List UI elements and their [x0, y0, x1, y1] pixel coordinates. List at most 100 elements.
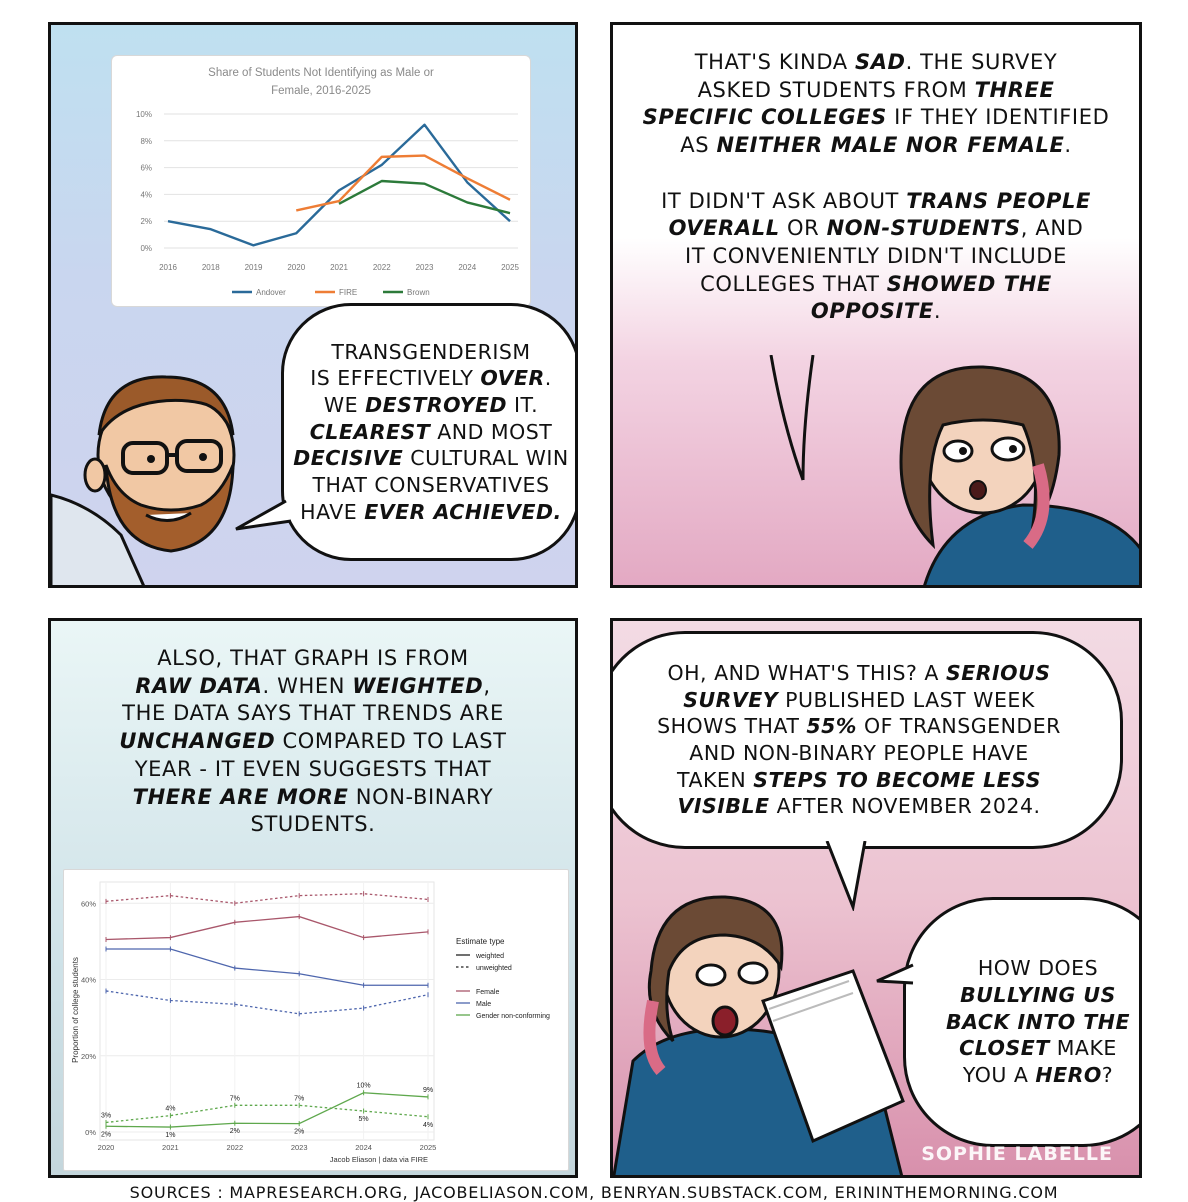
chart-1-legend-label: Brown [407, 288, 430, 297]
caption-panel-2: THAT'S KINDA SAD. THE SURVEY ASKED STUDEN… [613, 49, 1139, 326]
speech-bubble-woman-1: OH, AND WHAT'S THIS? A SERIOUS SURVEY PUB… [613, 631, 1123, 849]
chart-2-y-label: Proportion of college students [71, 957, 80, 1063]
chart-2-series-male-unweighted [105, 990, 429, 1015]
chart-2-y-tick: 60% [81, 899, 96, 908]
bubble-4b-line-1: BULLYING US [960, 982, 1116, 1009]
caption-2-line-9: OPPOSITE. [613, 298, 1139, 326]
chart-1-series-fire [295, 154, 511, 212]
caption-3-segment: , [483, 673, 491, 698]
chart-1-series-andover [167, 123, 511, 247]
bearded-man-illustration [51, 375, 236, 585]
bubble-1-segment: OVER [480, 366, 545, 391]
bubble-4b-segment: CLOSET [959, 1036, 1050, 1061]
chart-2-data-label: 4% [423, 1122, 433, 1129]
chart-2-data-label: 2% [294, 1129, 304, 1136]
chart-1-y-tick: 10% [136, 110, 152, 119]
chart-2-legend-label: unweighted [476, 965, 512, 972]
bubble-4a-segment: 55% [806, 714, 857, 739]
bubble-1-segment: DECISIVE [293, 446, 404, 471]
chart-1-legend-label: FIRE [339, 288, 357, 297]
bubble-1-tail [235, 499, 292, 531]
caption-3-line-0: ALSO, THAT GRAPH IS FROM [51, 645, 575, 673]
chart-2-series-gender-non-conforming-weighted [105, 1092, 429, 1128]
bubble-4a-line-5: VISIBLE AFTER NOVEMBER 2024. [677, 793, 1040, 820]
bubble-1-segment: EVER ACHIEVED. [364, 499, 562, 524]
caption-3-segment: COMPARED TO LAST [275, 729, 507, 754]
woman-illustration-2 [613, 895, 905, 1175]
bubble-4a-segment: AFTER NOVEMBER 2024. [769, 794, 1041, 819]
bubble-4a-tail [825, 841, 867, 911]
bubble-1-segment: CULTURAL WIN [403, 446, 569, 471]
chart-2-x-tick: 2021 [162, 1143, 179, 1152]
chart-2-y-tick: 40% [81, 976, 96, 985]
sources-line: SOURCES : MAPRESEARCH.ORG, JACOBELIASON.… [129, 1183, 1059, 1202]
chart-2-legend-label: Gender non-conforming [476, 1013, 550, 1020]
chart-2-legend-label: Female [476, 989, 499, 996]
caption-3-line-3: UNCHANGED COMPARED TO LAST [51, 728, 575, 756]
bubble-1-segment: HAVE [300, 499, 365, 524]
bubble-4b-line-4: YOU A HERO? [963, 1062, 1113, 1089]
bubble-4a-line-4: TAKEN STEPS TO BECOME LESS [677, 767, 1041, 794]
caption-2-segment: OVERALL [668, 216, 780, 241]
caption-2-segment: SHOWED THE [886, 271, 1052, 296]
chart-1-x-tick: 2020 [287, 263, 305, 272]
caption-2-line-4 [613, 160, 1139, 188]
chart-1-x-tick: 2023 [416, 263, 434, 272]
caption-3-line-4: YEAR - IT EVEN SUGGESTS THAT [51, 756, 575, 784]
bubble-4a-segment: PUBLISHED LAST WEEK [778, 687, 1035, 712]
chart-1-title-line2: Female, 2016-2025 [271, 85, 371, 97]
panel-2: THAT'S KINDA SAD. THE SURVEY ASKED STUDEN… [610, 22, 1142, 588]
chart-2-data-label: 7% [294, 1095, 304, 1102]
bubble-1-segment: DESTROYED [365, 393, 507, 418]
chart-1-x-tick: 2021 [330, 263, 348, 272]
chart-card-1: Share of Students Not Identifying as Mal… [111, 55, 531, 307]
chart-2-series-gender-non-conforming-unweighted [105, 1104, 429, 1124]
chart-2-plot-area [99, 881, 435, 1141]
caption-2-segment: THREE [974, 77, 1055, 102]
bubble-4a-line-3: AND NON-BINARY PEOPLE HAVE [689, 740, 1028, 767]
bubble-1-line-6: HAVE EVER ACHIEVED. [300, 499, 562, 526]
caption-2-segment: THAT'S KINDA [694, 50, 855, 74]
chart-2-data-label: 2% [101, 1131, 111, 1138]
bubble-4b-line-2: BACK INTO THE [946, 1009, 1130, 1036]
woman-illustration-1 [899, 365, 1139, 585]
caption-2-line-3: AS NEITHER MALE NOR FEMALE. [613, 132, 1139, 160]
bubble-1-line-1: IS EFFECTIVELY OVER. [310, 365, 552, 392]
bubble-1-segment: CLEAREST [309, 419, 431, 444]
chart-card-2: 3% 2% 4% 1% 7% 2% 7% 2% 10% 5% 9% 4% 0% 20% 40% 60% 2020… [63, 869, 569, 1171]
caption-3-segment: YEAR - IT EVEN SUGGESTS THAT [134, 756, 492, 781]
caption-2-segment: , AND [1020, 216, 1084, 241]
bubble-1-segment: TRANSGENDERISM [331, 339, 531, 364]
caption-2-segment: TRANS PEOPLE [906, 188, 1091, 213]
chart-2-x-label: Jacob Eliason | data via FIRE [330, 1155, 428, 1164]
caption-3-segment: NON-BINARY [348, 784, 494, 809]
chart-1-x-tick: 2025 [501, 263, 519, 272]
bubble-4a-segment: SERIOUS [945, 661, 1051, 686]
bubble-1-line-2: WE DESTROYED IT. [324, 392, 538, 419]
chart-2-data-label: 2% [230, 1128, 240, 1135]
caption-2-segment: . [1064, 133, 1072, 158]
line-chart-1: Share of Students Not Identifying as Mal… [136, 67, 519, 297]
chart-2-data-label: 3% [101, 1112, 111, 1119]
chart-2-y-tick: 20% [81, 1052, 96, 1061]
caption-3-segment: THERE ARE MORE [132, 784, 349, 809]
bubble-4b-segment: HOW DOES [977, 956, 1099, 981]
chart-2-data-label: 9% [423, 1087, 433, 1094]
chart-2-y-tick: 0% [85, 1128, 96, 1137]
caption-2-segment: COLLEGES THAT [700, 271, 887, 296]
caption-3-segment: STUDENTS. [250, 812, 376, 837]
caption-2-segment: IT CONVENIENTLY DIDN'T INCLUDE [685, 244, 1067, 269]
chart-1-x-tick: 2022 [373, 263, 391, 272]
bubble-4a-segment: SHOWS THAT [657, 714, 807, 739]
caption-2-line-1: ASKED STUDENTS FROM THREE [613, 77, 1139, 105]
bubble-4a-segment: TAKEN [677, 767, 754, 792]
chart-1-x-tick: 2019 [245, 263, 263, 272]
caption-2-line-8: COLLEGES THAT SHOWED THE [613, 271, 1139, 299]
speech-tail-panel-2 [769, 355, 815, 481]
caption-2-segment: . THE SURVEY [905, 50, 1058, 74]
caption-2-line-5: IT DIDN'T ASK ABOUT TRANS PEOPLE [613, 188, 1139, 216]
speech-bubble-man: TRANSGENDERISM IS EFFECTIVELY OVER. WE DES… [281, 303, 575, 561]
chart-2-data-label: 7% [230, 1095, 240, 1102]
bubble-4a-segment: SURVEY [683, 687, 779, 712]
bubble-4b-tail [876, 963, 914, 985]
